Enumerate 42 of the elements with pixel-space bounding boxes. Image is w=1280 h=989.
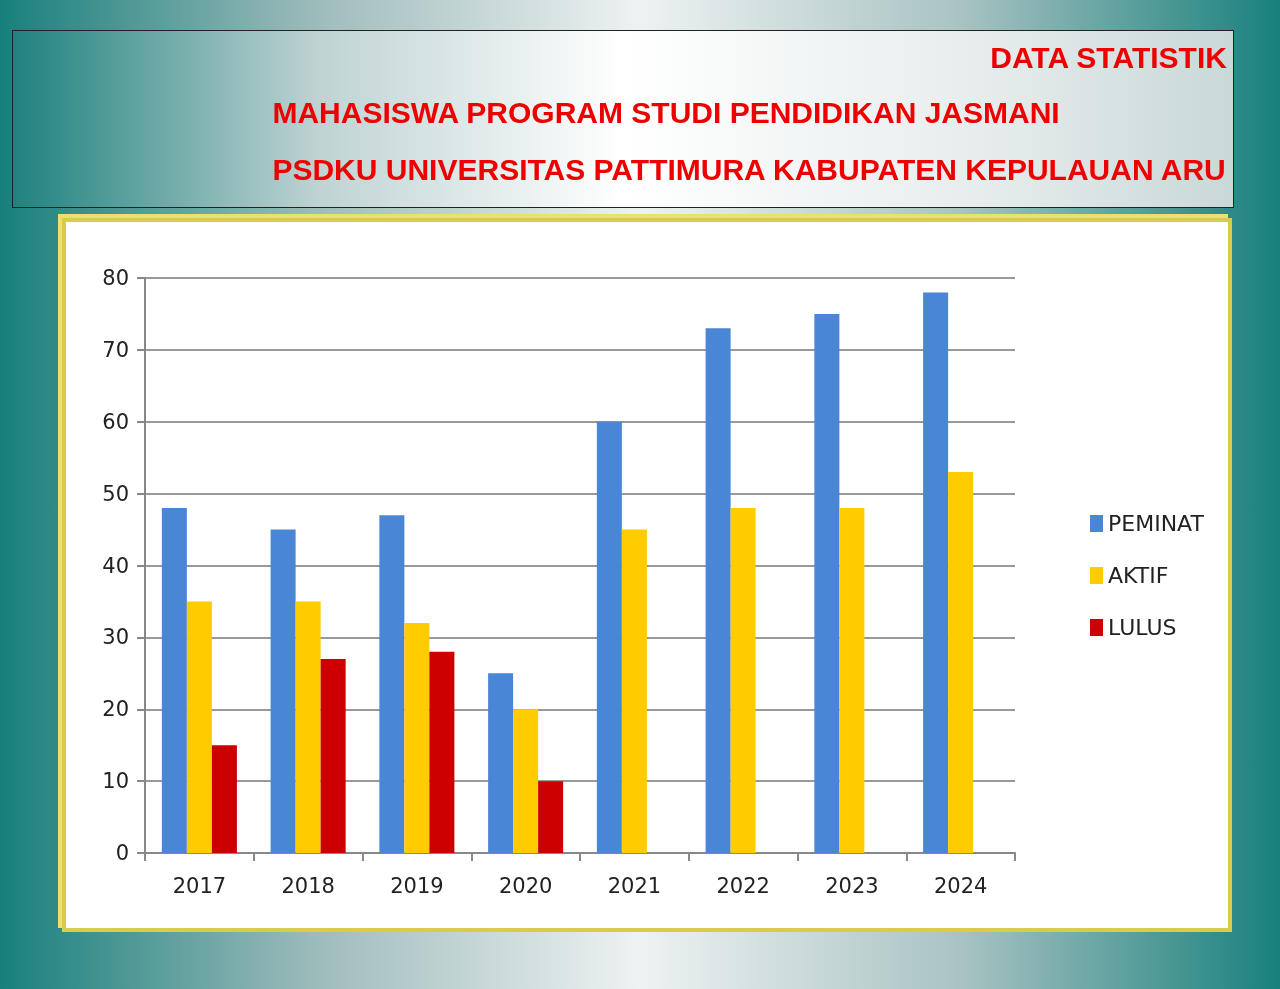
bar (596, 421, 622, 853)
x-tick-label: 2022 (716, 873, 770, 898)
legend-label: PEMINAT (1108, 511, 1205, 536)
bar (705, 328, 731, 853)
bar (270, 529, 296, 853)
bar (404, 623, 430, 853)
bar (814, 313, 840, 853)
x-tick-label: 2018 (281, 873, 335, 898)
bar (320, 658, 346, 853)
x-tick-label: 2024 (933, 873, 988, 898)
bar (211, 745, 237, 853)
text: DATA STATISTIK (990, 40, 1228, 74)
y-tick-label: 70 (102, 337, 129, 362)
y-tick-label: 0 (115, 841, 129, 865)
x-tick-label: 2019 (390, 873, 444, 898)
bar (538, 781, 564, 853)
bar (186, 601, 212, 853)
x-tick-label: 2017 (172, 873, 227, 898)
legend-label: AKTIF (1108, 563, 1169, 588)
y-tick-label: 80 (102, 266, 129, 290)
y-tick-label: 30 (102, 625, 129, 650)
chart-subtitle: MAHASISWA PROGRAM STUDI PENDIDIKAN JASMANI PSDKU UNIVERSITAS PATTIMURA KABUPATEN KEPULAUAN ARU (272, 96, 1226, 186)
bar (429, 651, 455, 853)
bar (295, 601, 321, 853)
x-tick-label: 2021 (607, 873, 662, 898)
bar (488, 673, 514, 853)
bar (948, 472, 974, 853)
bar (621, 529, 647, 853)
legend-label: LULUS (1108, 615, 1177, 640)
y-tick-label: 20 (102, 697, 129, 722)
y-tick-label: 60 (102, 409, 129, 434)
bar (923, 292, 949, 853)
bar (161, 508, 187, 853)
y-tick-label: 10 (102, 769, 129, 794)
bar (730, 508, 756, 853)
y-tick-label: 40 (102, 553, 129, 578)
x-tick-label: 2020 (498, 873, 553, 898)
bar (379, 515, 405, 853)
bar (839, 508, 865, 853)
bar (513, 709, 539, 853)
x-tick-label: 2023 (825, 873, 879, 898)
y-tick-label: 50 (102, 481, 129, 506)
